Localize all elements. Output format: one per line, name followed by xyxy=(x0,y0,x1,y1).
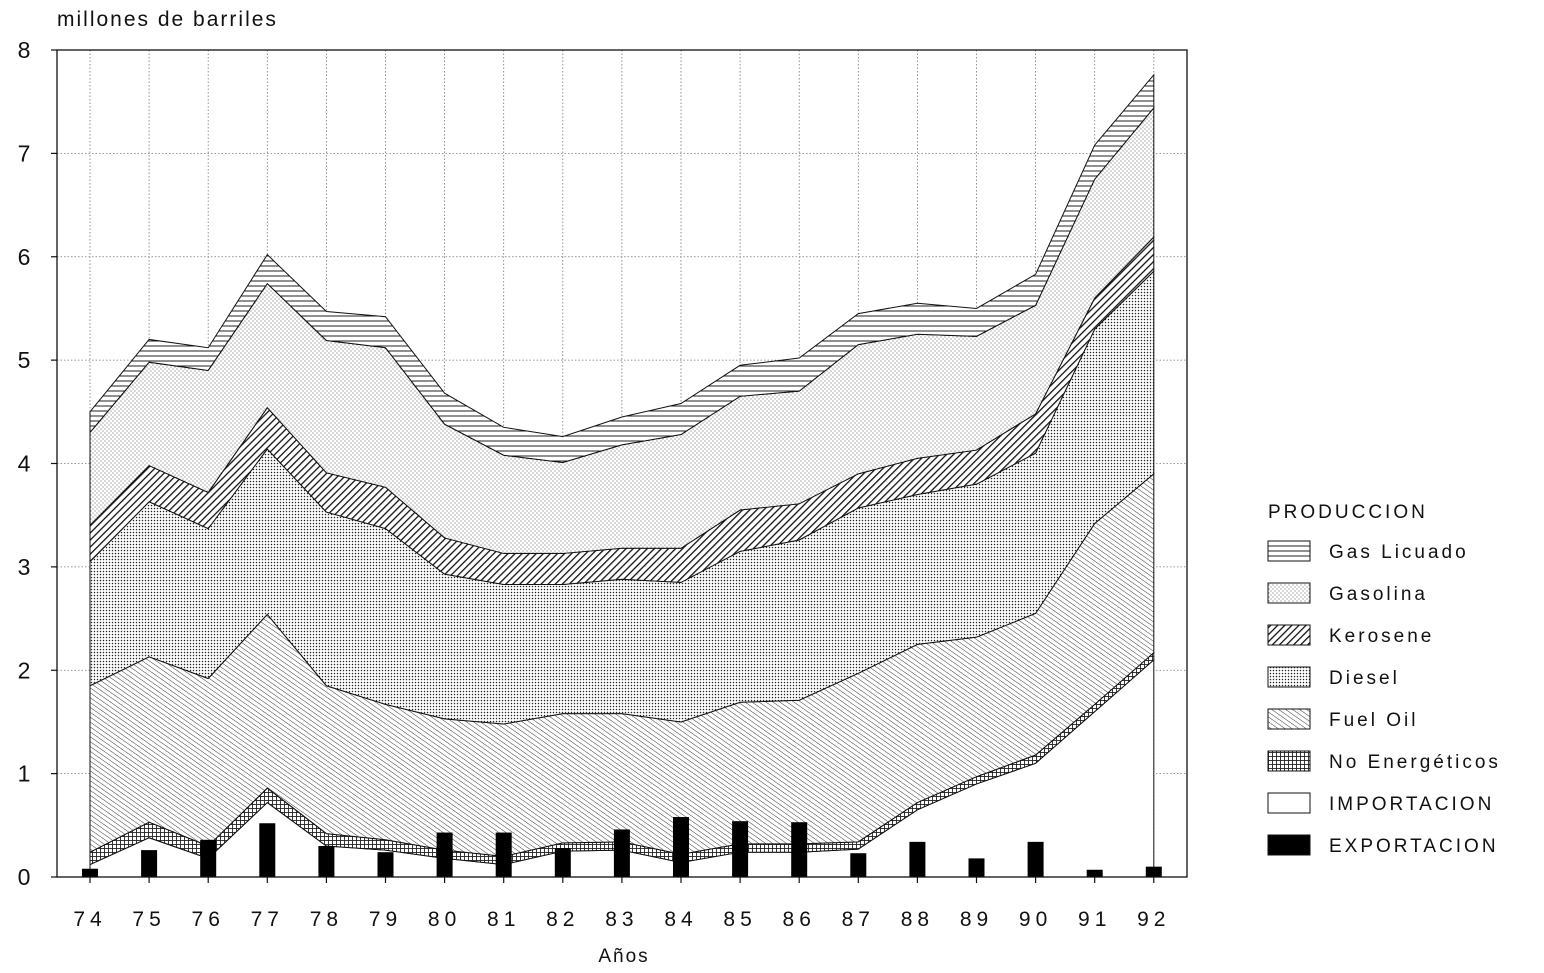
y-tick-label: 3 xyxy=(18,554,31,580)
legend-label-exportacion: EXPORTACION xyxy=(1329,836,1499,857)
export-bar xyxy=(1086,869,1103,877)
legend-swatch-gas-licuado xyxy=(1267,540,1311,562)
x-tick-label: 81 xyxy=(487,908,520,931)
export-bar xyxy=(377,852,394,877)
export-bar xyxy=(554,848,571,877)
export-bar xyxy=(968,858,985,877)
y-tick-label: 1 xyxy=(18,761,31,787)
x-tick-label: 76 xyxy=(192,908,225,931)
x-tick-label: 83 xyxy=(605,908,638,931)
legend-label-diesel: Diesel xyxy=(1329,668,1400,689)
export-bar xyxy=(436,832,453,877)
export-bar xyxy=(909,841,926,877)
x-tick-label: 89 xyxy=(960,908,993,931)
export-bar xyxy=(732,821,749,877)
export-bar xyxy=(1027,841,1044,877)
y-tick-label: 6 xyxy=(18,244,31,270)
legend-label-kerosene: Kerosene xyxy=(1329,626,1434,647)
x-axis-label: Años xyxy=(598,946,649,967)
legend-swatch-importacion xyxy=(1267,792,1311,814)
export-bar xyxy=(259,823,276,877)
x-tick-label: 86 xyxy=(783,908,816,931)
y-tick-label: 0 xyxy=(18,864,31,890)
export-bar xyxy=(850,853,867,877)
x-tick-label: 92 xyxy=(1137,908,1170,931)
export-bar xyxy=(200,839,217,877)
x-tick-label: 85 xyxy=(723,908,756,931)
y-tick-label: 7 xyxy=(18,140,31,166)
x-tick-label: 74 xyxy=(73,908,106,931)
legend-swatch-exportacion xyxy=(1267,834,1311,856)
export-bar xyxy=(82,868,98,877)
export-bar xyxy=(141,850,158,877)
legend-label-importacion: IMPORTACION xyxy=(1329,794,1494,815)
x-tick-label: 90 xyxy=(1019,908,1052,931)
x-tick-label: 84 xyxy=(664,908,697,931)
legend-label-gasolina: Gasolina xyxy=(1329,584,1428,605)
area-series-group xyxy=(89,73,1155,878)
legend-label-fuel-oil: Fuel Oil xyxy=(1329,710,1418,731)
legend-swatch-diesel xyxy=(1267,666,1311,688)
x-tick-label: 77 xyxy=(251,908,284,931)
x-tick-label: 75 xyxy=(132,908,165,931)
y-axis-label: millones de barriles xyxy=(57,8,278,31)
legend-swatch-kerosene xyxy=(1267,624,1311,646)
x-tick-label: 82 xyxy=(546,908,579,931)
x-tick-label: 88 xyxy=(901,908,934,931)
x-tick-label: 79 xyxy=(369,908,402,931)
export-bar xyxy=(791,822,808,877)
legend-swatch-fuel-oil xyxy=(1267,708,1311,730)
y-tick-label: 8 xyxy=(18,37,31,63)
y-tick-label: 5 xyxy=(18,347,31,373)
legend-title: PRODUCCION xyxy=(1268,502,1428,523)
area-gas-licuado xyxy=(89,73,1155,463)
export-bar xyxy=(613,829,630,877)
x-tick-label: 87 xyxy=(842,908,875,931)
export-bar xyxy=(495,832,512,877)
legend-label-no-energ-ticos: No Energéticos xyxy=(1329,752,1501,773)
x-tick-label: 78 xyxy=(310,908,343,931)
export-bar xyxy=(673,817,689,877)
legend-swatch-no-energ-ticos xyxy=(1267,750,1311,772)
export-bar xyxy=(318,845,335,877)
legend: PRODUCCION Gas Licuado Gasolina Kerosene Die… xyxy=(1267,502,1501,857)
y-tick-label: 4 xyxy=(18,451,31,477)
x-tick-label: 91 xyxy=(1078,908,1111,931)
export-bar xyxy=(1145,866,1162,877)
legend-swatch-gasolina xyxy=(1267,582,1311,604)
y-tick-label: 2 xyxy=(18,657,31,683)
export-bars-group xyxy=(82,817,1162,877)
legend-label-gas-licuado: Gas Licuado xyxy=(1329,542,1469,563)
x-tick-label: 80 xyxy=(428,908,461,931)
